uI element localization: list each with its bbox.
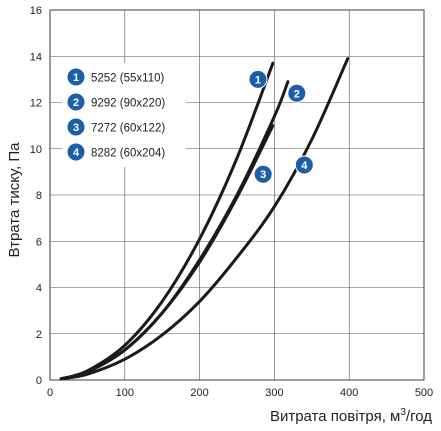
y-tick-label: 4 xyxy=(36,283,42,295)
series-line-3 xyxy=(59,124,275,381)
legend-marker-number: 4 xyxy=(73,147,80,159)
legend-label: 5252 (55x110) xyxy=(91,73,164,85)
y-tick-label: 14 xyxy=(30,51,42,63)
legend-marker-number: 3 xyxy=(73,122,79,134)
y-tick-label: 0 xyxy=(36,375,42,387)
legend-marker-number: 2 xyxy=(73,97,79,109)
curve-marker-circle xyxy=(294,155,314,175)
legend-marker-circle xyxy=(67,68,85,86)
legend-item-1: 1 5252 (55x110) xyxy=(67,68,164,86)
x-tick-label: 200 xyxy=(190,387,208,399)
legend-marker-circle xyxy=(67,143,85,161)
axes xyxy=(49,9,425,381)
y-tick-label: 12 xyxy=(30,98,42,110)
series-lines xyxy=(59,57,350,381)
x-axis-title-suffix: /год xyxy=(406,408,432,425)
curve-marker-number: 3 xyxy=(260,169,266,181)
legend-label: 7272 (60x122) xyxy=(91,123,165,135)
y-tick-label: 10 xyxy=(30,144,42,156)
y-tick-label: 2 xyxy=(36,329,42,341)
x-tick-label: 100 xyxy=(116,387,134,399)
legend-marker-circle xyxy=(67,93,85,111)
legend-item-2: 2 9292 (90x220) xyxy=(67,93,165,111)
y-axis-title: Втрата тиску, Па xyxy=(6,142,23,258)
y-tick-label: 6 xyxy=(36,236,42,248)
x-tick-label: 0 xyxy=(47,387,53,399)
curve-marker-3: 3 xyxy=(253,164,273,184)
legend-marker-number: 1 xyxy=(73,72,79,84)
legend-label: 9292 (90x220) xyxy=(91,98,165,110)
curve-marker-circle xyxy=(248,69,268,89)
x-tick-label: 300 xyxy=(265,387,283,399)
x-tick-label: 400 xyxy=(340,387,358,399)
curve-marker-1: 1 xyxy=(248,69,268,89)
curve-marker-circle xyxy=(287,83,307,103)
legend-item-4: 4 8282 (60x204) xyxy=(67,143,165,161)
y-tick-label: 16 xyxy=(30,5,42,17)
curve-marker-circle xyxy=(253,164,273,184)
legend-marker-circle xyxy=(67,118,85,136)
x-tick-label: 500 xyxy=(415,387,433,399)
legend-item-3: 3 7272 (60x122) xyxy=(67,118,165,136)
curve-marker-number: 2 xyxy=(294,88,300,100)
legend-label: 8282 (60x204) xyxy=(91,148,165,160)
x-axis-title: Витрата повітря, м3/год xyxy=(270,407,432,425)
curve-marker-2: 2 xyxy=(287,83,307,103)
x-axis-title-sup: 3 xyxy=(400,407,406,418)
x-axis-title-main: Витрата повітря, м xyxy=(270,408,400,425)
plot-frame xyxy=(49,9,425,381)
series-line-4 xyxy=(59,57,350,381)
legend: 1 5252 (55x110) 2 9292 (90x220) 3 7272 (60x12… xyxy=(62,63,186,167)
curve-marker-number: 4 xyxy=(301,160,308,172)
curve-marker-number: 1 xyxy=(255,74,261,86)
curve-marker-4: 4 xyxy=(294,155,314,175)
y-tick-label: 8 xyxy=(36,190,42,202)
series-markers: 1 2 3 4 xyxy=(248,69,314,184)
